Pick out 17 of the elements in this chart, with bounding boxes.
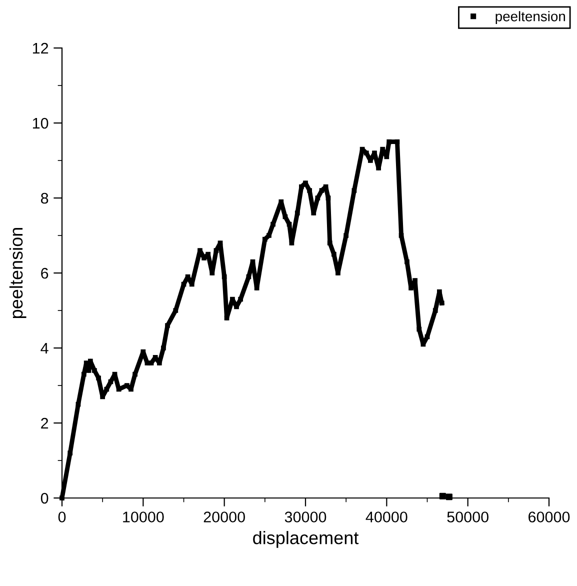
y-axis-title: peeltension bbox=[9, 228, 26, 318]
x-axis-title: displacement bbox=[253, 530, 359, 548]
x-tick-label: 40000 bbox=[366, 512, 408, 522]
x-tick-label: 30000 bbox=[284, 512, 326, 522]
x-tick-label: 10000 bbox=[123, 512, 164, 522]
x-tick-label: 0 bbox=[58, 512, 66, 522]
y-tick-label: 8 bbox=[40, 192, 48, 204]
y-tick-label: 4 bbox=[40, 343, 48, 354]
y-tick-label: 2 bbox=[41, 418, 48, 429]
y-tick-label: 0 bbox=[40, 492, 48, 504]
y-tick-label: 10 bbox=[32, 118, 48, 129]
x-tick-label: 20000 bbox=[204, 512, 245, 522]
legend-label: peeltension bbox=[496, 11, 565, 24]
y-tick-label: 6 bbox=[41, 268, 48, 279]
y-tick-label: 12 bbox=[32, 42, 48, 54]
x-tick-label: 50000 bbox=[447, 512, 488, 522]
x-tick-label: 60000 bbox=[528, 512, 570, 522]
